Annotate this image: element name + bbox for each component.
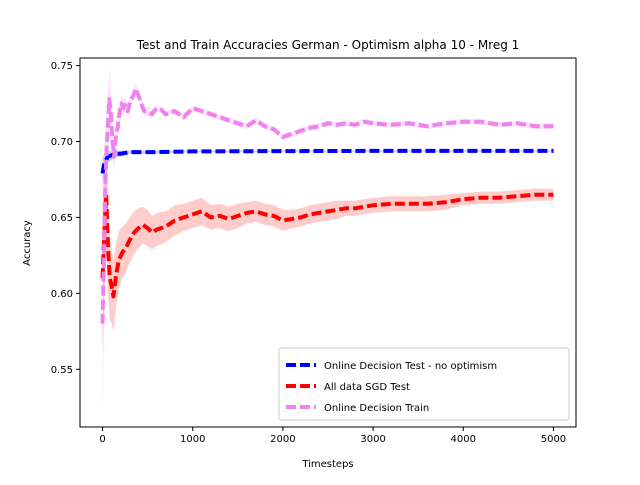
x-tick-label: 4000: [451, 434, 476, 445]
x-tick-label: 0: [99, 434, 105, 445]
y-axis-ticks: 0.55 0.60 0.65 0.70 0.75: [51, 61, 80, 376]
y-tick-label: 0.60: [51, 289, 73, 300]
y-tick-label: 0.75: [51, 61, 73, 72]
x-tick-label: 5000: [541, 434, 566, 445]
legend-items: Online Decision Test - no optimism All da…: [286, 361, 497, 414]
y-axis-title: Accuracy: [22, 220, 33, 266]
y-tick-label: 0.65: [51, 213, 73, 224]
series-lines: [100, 86, 554, 324]
legend-label-2: All data SGD Test: [324, 382, 410, 393]
chart-title: Test and Train Accuracies German - Optim…: [136, 38, 520, 52]
legend: Online Decision Test - no optimism All da…: [278, 347, 570, 421]
x-tick-label: 1000: [180, 434, 205, 445]
series-2-line: [100, 192, 554, 299]
y-tick-label: 0.55: [51, 365, 73, 376]
legend-label-3: Online Decision Train: [324, 403, 429, 414]
legend-box: [278, 347, 570, 421]
x-tick-label: 3000: [360, 434, 385, 445]
plot-frame: [79, 57, 577, 428]
x-tick-label: 2000: [270, 434, 295, 445]
x-axis-ticks: 0 1000 2000 3000 4000 5000: [99, 427, 566, 445]
y-tick-label: 0.70: [51, 137, 73, 148]
legend-label-1: Online Decision Test - no optimism: [324, 361, 497, 372]
series-1-line: [100, 148, 554, 174]
series-3-line: [100, 86, 554, 324]
x-axis-title: Timesteps: [301, 459, 353, 470]
